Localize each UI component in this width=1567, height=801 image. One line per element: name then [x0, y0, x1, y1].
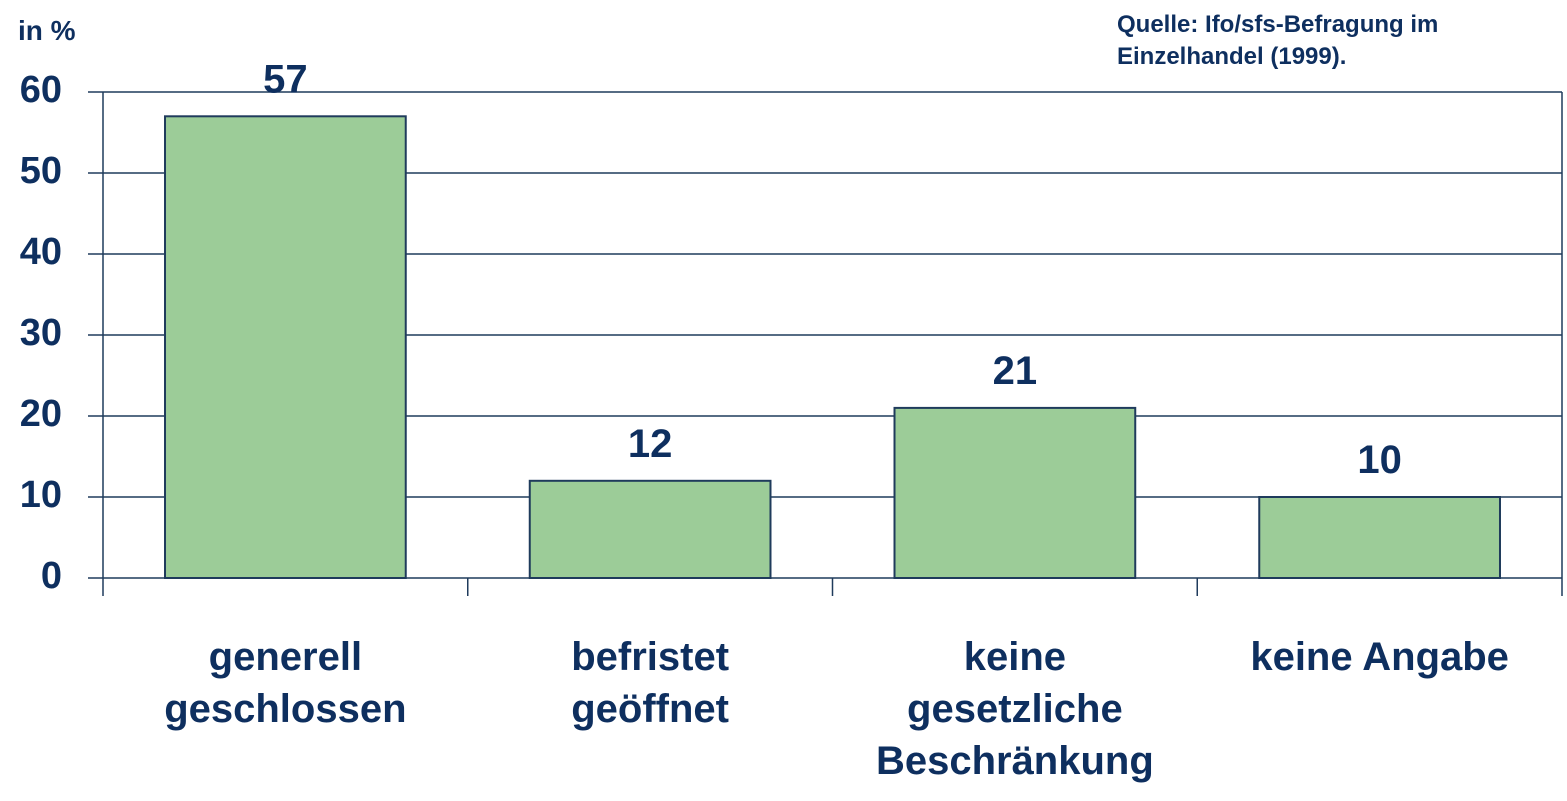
bar [893, 406, 1137, 579]
source-note: Quelle: Ifo/sfs-Befragung im Einzelhandel… [1117, 11, 1438, 70]
y-tick-label: 0 [41, 555, 62, 597]
value-label: 21 [993, 349, 1038, 393]
x-tick-label: keine Angabe [1250, 635, 1509, 679]
value-label: 12 [628, 422, 673, 466]
x-tick-label: generell geschlossen [164, 635, 406, 731]
bar [528, 479, 772, 579]
y-tick-label: 20 [20, 393, 62, 435]
y-tick-label: 10 [20, 474, 62, 516]
x-tick-label: keine gesetzliche Beschränkung [876, 635, 1154, 783]
y-tick-label: 30 [20, 312, 62, 354]
y-tick-label: 40 [20, 231, 62, 273]
y-axis-label: in % [18, 15, 76, 46]
y-tick-label: 60 [20, 69, 62, 111]
value-label: 57 [263, 57, 308, 101]
value-label: 10 [1357, 438, 1402, 482]
bar [164, 115, 407, 580]
x-tick-label: befristet geöffnet [571, 635, 729, 731]
y-tick-label: 50 [20, 150, 62, 192]
bar [1258, 496, 1501, 579]
